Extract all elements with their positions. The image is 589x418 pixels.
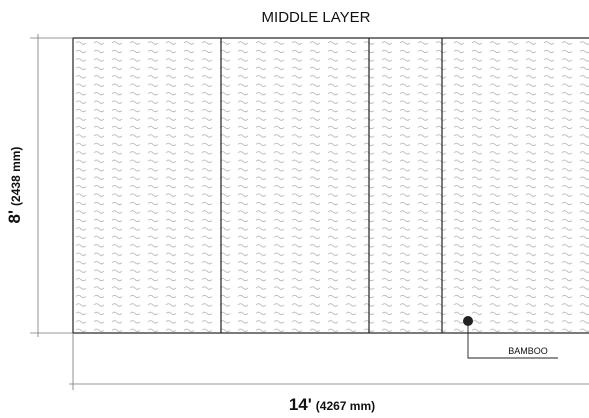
panel	[72, 37, 589, 334]
width-feet: 14'	[289, 395, 312, 414]
width-dimension	[69, 333, 589, 390]
width-mm: (4267 mm)	[316, 399, 375, 413]
callout-leader	[467, 321, 558, 359]
height-dimension	[30, 34, 73, 337]
title: MIDDLE LAYER	[262, 9, 371, 26]
height-label: 8' (2438 mm)	[5, 147, 24, 224]
callout-label: BAMBOO	[508, 346, 548, 356]
height-feet: 8'	[5, 210, 24, 224]
height-mm: (2438 mm)	[9, 147, 23, 206]
width-label: 14' (4267 mm)	[289, 395, 375, 414]
